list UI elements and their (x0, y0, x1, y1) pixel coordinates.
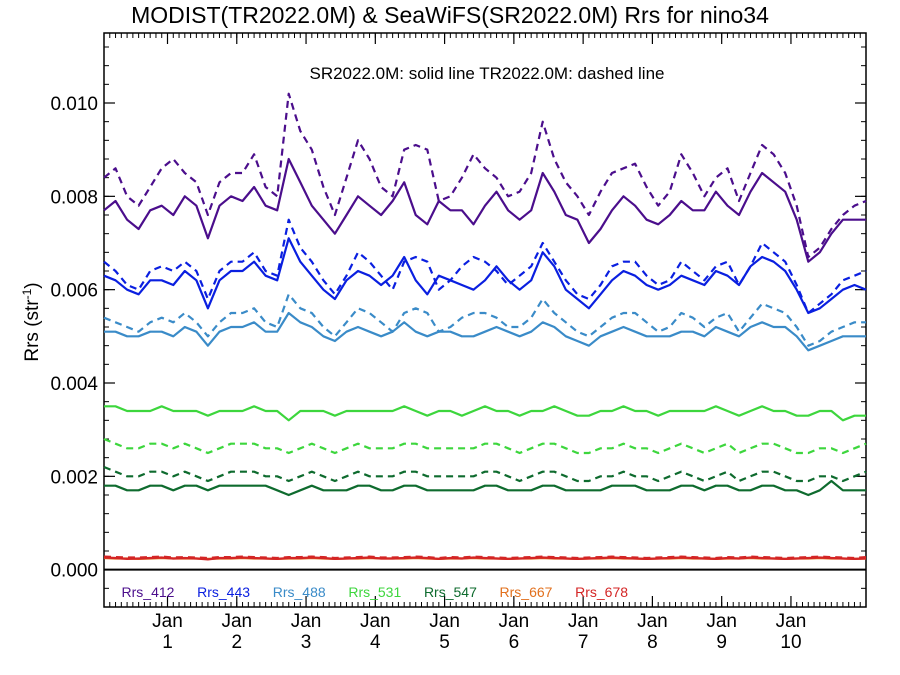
y-tick-label: 0.008 (50, 187, 98, 208)
plot-frame (103, 32, 867, 608)
series-line-rrs-488-dashed (103, 293, 866, 347)
x-tick-label-month: Jan (499, 611, 530, 632)
x-tick-label-month: Jan (429, 611, 460, 632)
x-tick-label-month: Jan (221, 611, 252, 632)
legend-label-rrs-488: Rrs_488 (273, 584, 326, 600)
x-tick-label-month: Jan (776, 611, 807, 632)
y-tick-label: 0.004 (50, 374, 98, 395)
series-line-rrs-412-solid (103, 157, 866, 263)
x-tick-label-year: 7 (578, 632, 589, 653)
x-tick-label-month: Jan (291, 611, 322, 632)
y-axis-label: Rrs (str-1) (20, 282, 43, 361)
legend: Rrs_412 Rrs_443 Rrs_488 Rrs_531 Rrs_547 Rrs_6… (122, 584, 629, 600)
y-tick-label: 0.006 (50, 281, 98, 302)
y-tick-label: 0.000 (50, 561, 98, 582)
x-tick-label-year: 6 (509, 632, 520, 653)
x-tick-label-month: Jan (360, 611, 391, 632)
legend-label-rrs-547: Rrs_547 (424, 584, 477, 600)
x-tick-label-month: Jan (637, 611, 668, 632)
series-line-rrs-547-dashed (103, 465, 867, 483)
legend-label-rrs-531: Rrs_531 (348, 584, 401, 600)
series-line-rrs-531-solid (104, 405, 866, 422)
x-tick-label-month: Jan (152, 611, 183, 632)
legend-label-rrs-678: Rrs_678 (575, 584, 628, 600)
series-line-rrs-443-solid (103, 237, 867, 315)
series-line-rrs-678-solid (103, 556, 867, 561)
series-line-rrs-531-dashed (103, 437, 867, 455)
series-style-note: SR2022.0M: solid line TR2022.0M: dashed … (309, 64, 664, 83)
x-tick-label-year: 5 (439, 632, 450, 653)
x-tick-label-year: 8 (647, 632, 658, 653)
x-tick-label-year: 4 (370, 632, 381, 653)
x-tick-label-month: Jan (568, 611, 599, 632)
series-layer (103, 92, 867, 561)
x-tick-label-year: 9 (716, 632, 727, 653)
x-tick-label-year: 2 (231, 632, 242, 653)
x-tick-label-year: 3 (301, 632, 312, 653)
chart-title: MODIST(TR2022.0M) & SeaWiFS(SR2022.0M) R… (131, 2, 769, 28)
series-line-rrs-488-solid (104, 311, 866, 352)
series-line-rrs-412-dashed (103, 92, 867, 259)
x-axis: Jan1Jan2Jan3Jan4Jan5Jan6Jan7Jan8Jan9Jan1… (103, 33, 867, 653)
y-tick-label: 0.002 (50, 467, 98, 488)
x-tick-label-month: Jan (706, 611, 737, 632)
series-line-rrs-547-solid (104, 479, 866, 497)
y-axis: 0.000 0.002 0.004 0.006 0.008 0.010 (50, 46, 866, 608)
legend-label-rrs-443: Rrs_443 (197, 584, 250, 600)
legend-label-rrs-412: Rrs_412 (122, 584, 175, 600)
x-tick-label-year: 10 (780, 632, 801, 653)
y-tick-label: 0.010 (50, 94, 98, 115)
legend-label-rrs-667: Rrs_667 (500, 584, 553, 600)
x-tick-label-year: 1 (162, 632, 173, 653)
series-line-rrs-443-dashed (103, 218, 867, 315)
